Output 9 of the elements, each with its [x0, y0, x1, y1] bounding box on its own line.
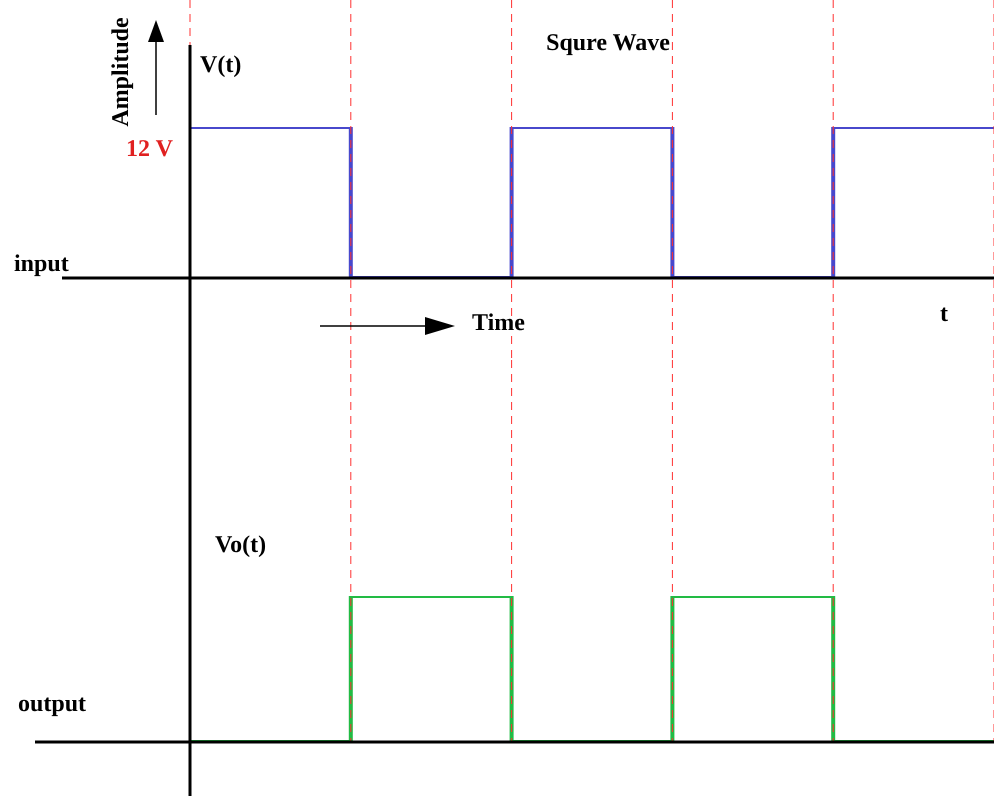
annotation: 12 V — [126, 136, 174, 162]
text: Vo(t) — [215, 532, 266, 558]
text: V(t) — [200, 52, 242, 78]
chart-title: Squre Wave — [546, 30, 670, 56]
y-axis-title: Amplitude — [108, 16, 134, 127]
text: t — [940, 301, 948, 328]
x-axis-title: Time — [472, 310, 526, 336]
annotation: output — [18, 691, 86, 718]
annotation: input — [14, 251, 69, 278]
